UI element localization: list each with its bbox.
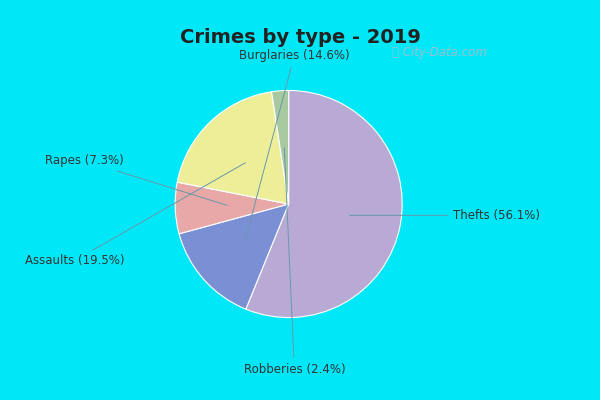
Wedge shape <box>272 90 289 204</box>
Text: Crimes by type - 2019: Crimes by type - 2019 <box>179 28 421 47</box>
Text: Robberies (2.4%): Robberies (2.4%) <box>244 148 345 376</box>
Text: ⓘ City-Data.com: ⓘ City-Data.com <box>392 46 487 59</box>
Wedge shape <box>175 182 289 234</box>
Wedge shape <box>179 204 289 309</box>
Text: Assaults (19.5%): Assaults (19.5%) <box>25 163 245 267</box>
Text: Burglaries (14.6%): Burglaries (14.6%) <box>239 49 350 240</box>
Wedge shape <box>246 90 402 318</box>
Text: Rapes (7.3%): Rapes (7.3%) <box>45 154 227 205</box>
Wedge shape <box>177 92 289 204</box>
Text: Thefts (56.1%): Thefts (56.1%) <box>349 209 540 222</box>
